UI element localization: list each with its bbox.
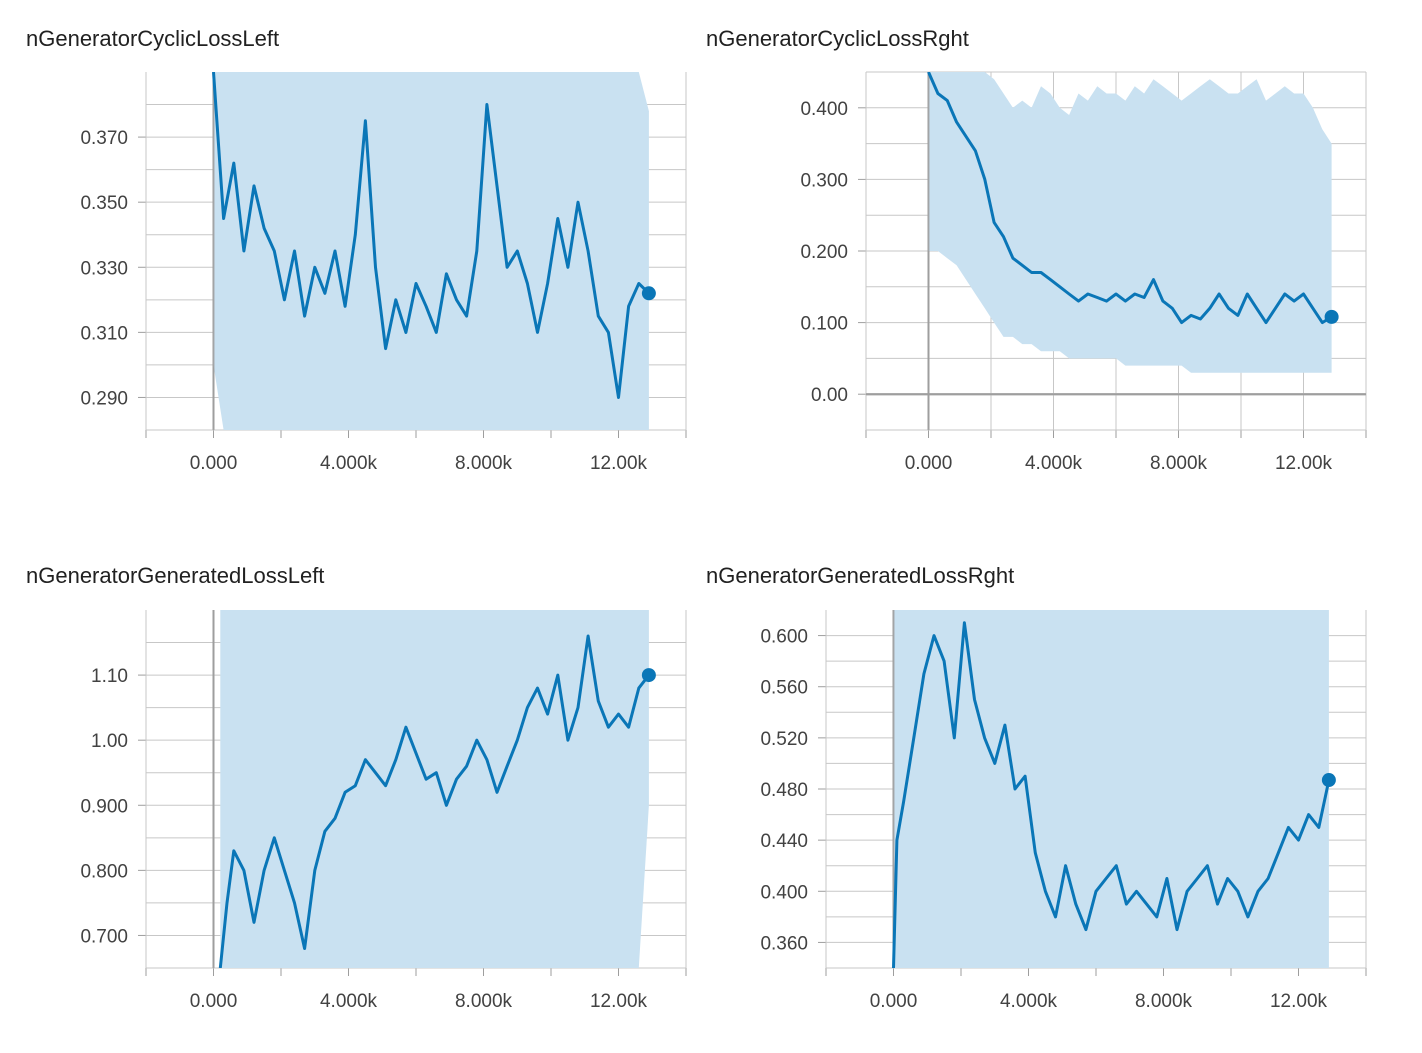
y-tick-label: 0.300: [800, 170, 848, 191]
last-value-marker: [641, 668, 656, 683]
x-tick-label: 4.000k: [1000, 991, 1058, 1012]
chart-title: nGeneratorCyclicLossLeft: [26, 26, 279, 51]
chart-title: nGeneratorGeneratedLossRght: [706, 563, 1014, 588]
x-tick-label: 0.000: [870, 991, 918, 1012]
y-tick-label: 0.900: [80, 796, 128, 817]
y-tick-label: 0.290: [80, 388, 128, 409]
y-tick-label: 0.560: [760, 678, 808, 699]
x-tick-label: 4.000k: [1025, 453, 1083, 474]
x-tick-label: 8.000k: [455, 453, 513, 474]
raw-values-band: [213, 72, 649, 430]
x-tick-label: 0.000: [905, 453, 953, 474]
x-tick-label: 0.000: [190, 991, 238, 1012]
y-tick-label: 0.400: [800, 99, 848, 120]
y-tick-label: 0.370: [80, 128, 128, 149]
x-tick-label: 12.00k: [590, 453, 648, 474]
y-tick-label: 0.600: [760, 627, 808, 648]
chart-generated-loss-rght: nGeneratorGeneratedLossRght 0.360 0.400 0.…: [706, 563, 1367, 1012]
x-tick-label: 8.000k: [455, 991, 513, 1012]
chart-cyclic-loss-rght: nGeneratorCyclicLossRght 0.00 0.100 0.200 0…: [706, 26, 1367, 474]
y-tick-label: 0.700: [80, 926, 128, 947]
y-tick-label: 0.200: [800, 242, 848, 263]
x-tick-label: 8.000k: [1135, 991, 1193, 1012]
last-value-marker: [1321, 773, 1336, 788]
last-value-marker: [1324, 309, 1339, 324]
x-tick-label: 4.000k: [320, 991, 378, 1012]
y-tick-label: 0.350: [80, 193, 128, 214]
y-tick-label: 0.360: [760, 933, 808, 954]
y-tick-label: 0.310: [80, 323, 128, 344]
x-tick-label: 12.00k: [1270, 991, 1328, 1012]
smoothed-series-line: [218, 634, 651, 968]
smoothed-series-line: [892, 621, 1331, 968]
y-tick-label: 1.00: [91, 731, 128, 752]
y-tick-label: 0.480: [760, 780, 808, 801]
chart-title: nGeneratorCyclicLossRght: [706, 26, 969, 51]
y-tick-label: 0.440: [760, 831, 808, 852]
y-tick-label: 0.520: [760, 729, 808, 750]
y-tick-label: 0.100: [800, 314, 848, 335]
raw-values-band: [893, 610, 1329, 968]
chart-cyclic-loss-left: nGeneratorCyclicLossLeft 0.290 0.310 0.330…: [26, 26, 687, 474]
y-tick-label: 0.330: [80, 258, 128, 279]
smoothed-series-line: [927, 72, 1333, 325]
y-tick-label: 0.800: [80, 861, 128, 882]
x-tick-label: 4.000k: [320, 453, 378, 474]
x-tick-label: 0.000: [190, 453, 238, 474]
chart-title: nGeneratorGeneratedLossLeft: [26, 563, 324, 588]
y-tick-label: 0.00: [811, 385, 848, 406]
x-tick-label: 12.00k: [1275, 453, 1333, 474]
x-tick-label: 8.000k: [1150, 453, 1208, 474]
raw-values-band: [928, 72, 1332, 373]
y-tick-label: 0.400: [760, 882, 808, 903]
x-tick-label: 12.00k: [590, 991, 648, 1012]
last-value-marker: [641, 286, 656, 301]
chart-generated-loss-left: nGeneratorGeneratedLossLeft 0.700 0.800 0.…: [26, 563, 687, 1012]
smoothed-series-line: [212, 72, 650, 399]
y-tick-label: 1.10: [91, 666, 128, 687]
